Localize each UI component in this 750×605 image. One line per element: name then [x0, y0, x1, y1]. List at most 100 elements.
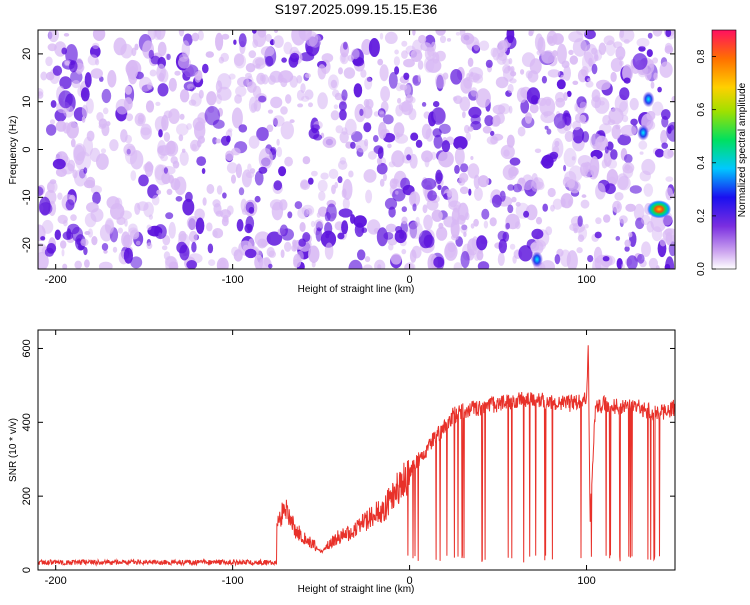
heatmap-cell: [379, 32, 384, 40]
heatmap-cell: [338, 208, 353, 218]
heatmap-cell: [417, 60, 424, 70]
heatmap-cell: [400, 177, 411, 191]
heatmap-cell: [221, 33, 230, 40]
heatmap-cell: [553, 113, 567, 129]
heatmap-cell: [602, 256, 610, 262]
heatmap-cell: [265, 55, 274, 67]
heatmap-cell: [394, 229, 407, 244]
heatmap-cell: [154, 116, 167, 133]
heatmap-cell: [236, 219, 244, 232]
heatmap-cell: [664, 45, 674, 54]
heatmap-cell: [74, 58, 84, 75]
heatmap-cell: [603, 35, 615, 46]
heatmap-cell: [617, 134, 631, 146]
heatmap-cell: [459, 96, 471, 112]
heatmap-cell: [363, 122, 372, 133]
heatmap-cell: [657, 86, 662, 93]
heatmap-cell: [512, 255, 517, 264]
heatmap-cell: [207, 243, 214, 254]
heatmap-cell: [376, 157, 382, 165]
heatmap-cell: [529, 103, 539, 114]
heatmap-cell: [297, 207, 309, 219]
heatmap-cell: [248, 135, 260, 149]
heatmap-cell: [379, 178, 385, 187]
snr-y-ticks: 0 200 400 600: [21, 339, 675, 573]
heatmap-cell: [81, 116, 86, 123]
heatmap-cell: [318, 191, 326, 201]
heatmap-cell: [563, 92, 568, 101]
heatmap-cell: [359, 108, 364, 116]
heatmap-cell: [41, 219, 54, 234]
heatmap-cell: [454, 164, 460, 174]
heatmap-cell: [201, 168, 206, 174]
heatmap-cell: [594, 231, 602, 239]
heatmap-cell: [377, 58, 384, 66]
heatmap-cell: [483, 220, 489, 229]
heatmap-cell: [342, 197, 350, 210]
heatmap-cell: [157, 41, 167, 57]
heatmap-cell: [69, 60, 78, 73]
heatmap-cell: [576, 247, 583, 254]
heatmap-cell: [267, 109, 274, 114]
heatmap-cell: [258, 95, 267, 103]
heatmap-cell: [175, 196, 183, 202]
heatmap-cell: [392, 178, 399, 185]
heatmap-cell: [117, 227, 123, 234]
heatmap-cell: [485, 59, 493, 68]
heatmap-cell: [383, 132, 396, 143]
heatmap-cell: [563, 65, 571, 81]
heatmap-cell: [279, 224, 288, 237]
heatmap-cell: [169, 261, 179, 269]
heatmap-cell: [218, 56, 225, 64]
heatmap-cell: [296, 250, 304, 262]
heatmap-cell: [563, 147, 577, 168]
heatmap-cell: [206, 222, 213, 232]
heatmap-cell: [138, 174, 149, 187]
heatmap-cell: [622, 115, 629, 123]
heatmap-cell: [178, 134, 184, 142]
heatmap-cell: [377, 108, 386, 118]
heatmap-cell: [509, 243, 516, 250]
heatmap-cell: [518, 245, 533, 262]
heatmap-cell: [280, 106, 288, 115]
heatmap-cell: [266, 124, 274, 133]
heatmap-cell: [564, 171, 577, 185]
heatmap-cell: [534, 148, 542, 154]
heatmap-cell: [377, 147, 384, 159]
heatmap-cell: [130, 256, 143, 269]
heatmap-cell: [572, 126, 585, 144]
heatmap-cell: [198, 89, 204, 99]
heatmap-cell: [309, 33, 322, 48]
heatmap-cell: [354, 222, 365, 237]
heatmap-cell: [178, 30, 185, 37]
heatmap-cell: [287, 211, 293, 219]
heatmap-cell: [507, 204, 514, 214]
heatmap-cell: [581, 194, 587, 198]
heatmap-cell: [348, 170, 354, 178]
heatmap-cell: [84, 212, 97, 228]
heatmap-cell: [245, 72, 252, 79]
heatmap-cell: [446, 190, 453, 198]
heatmap-cell: [430, 107, 446, 125]
heatmap-cell: [589, 133, 603, 150]
heatmap-cell: [350, 141, 356, 149]
heatmap-cell: [595, 182, 606, 200]
heatmap-cell: [257, 238, 267, 249]
heatmap-cell: [581, 131, 590, 143]
y-tick-label: 20: [21, 48, 33, 60]
heatmap-cell: [170, 156, 178, 165]
heatmap-cell: [174, 176, 187, 196]
heatmap-cell: [450, 69, 463, 85]
heatmap-cell: [204, 106, 220, 126]
heatmap-cell: [176, 123, 189, 136]
heatmap-cell: [246, 81, 257, 93]
heatmap-cell: [227, 128, 233, 133]
heatmap-cell: [476, 250, 484, 261]
heatmap-cell: [578, 114, 587, 123]
colorbar-tick-label: 0.8: [696, 49, 707, 63]
heatmap-cell: [470, 71, 474, 77]
heatmap-cell: [433, 101, 440, 108]
heatmap-cell: [260, 46, 275, 57]
heatmap-cell: [212, 228, 224, 239]
heatmap-cell: [384, 31, 398, 44]
